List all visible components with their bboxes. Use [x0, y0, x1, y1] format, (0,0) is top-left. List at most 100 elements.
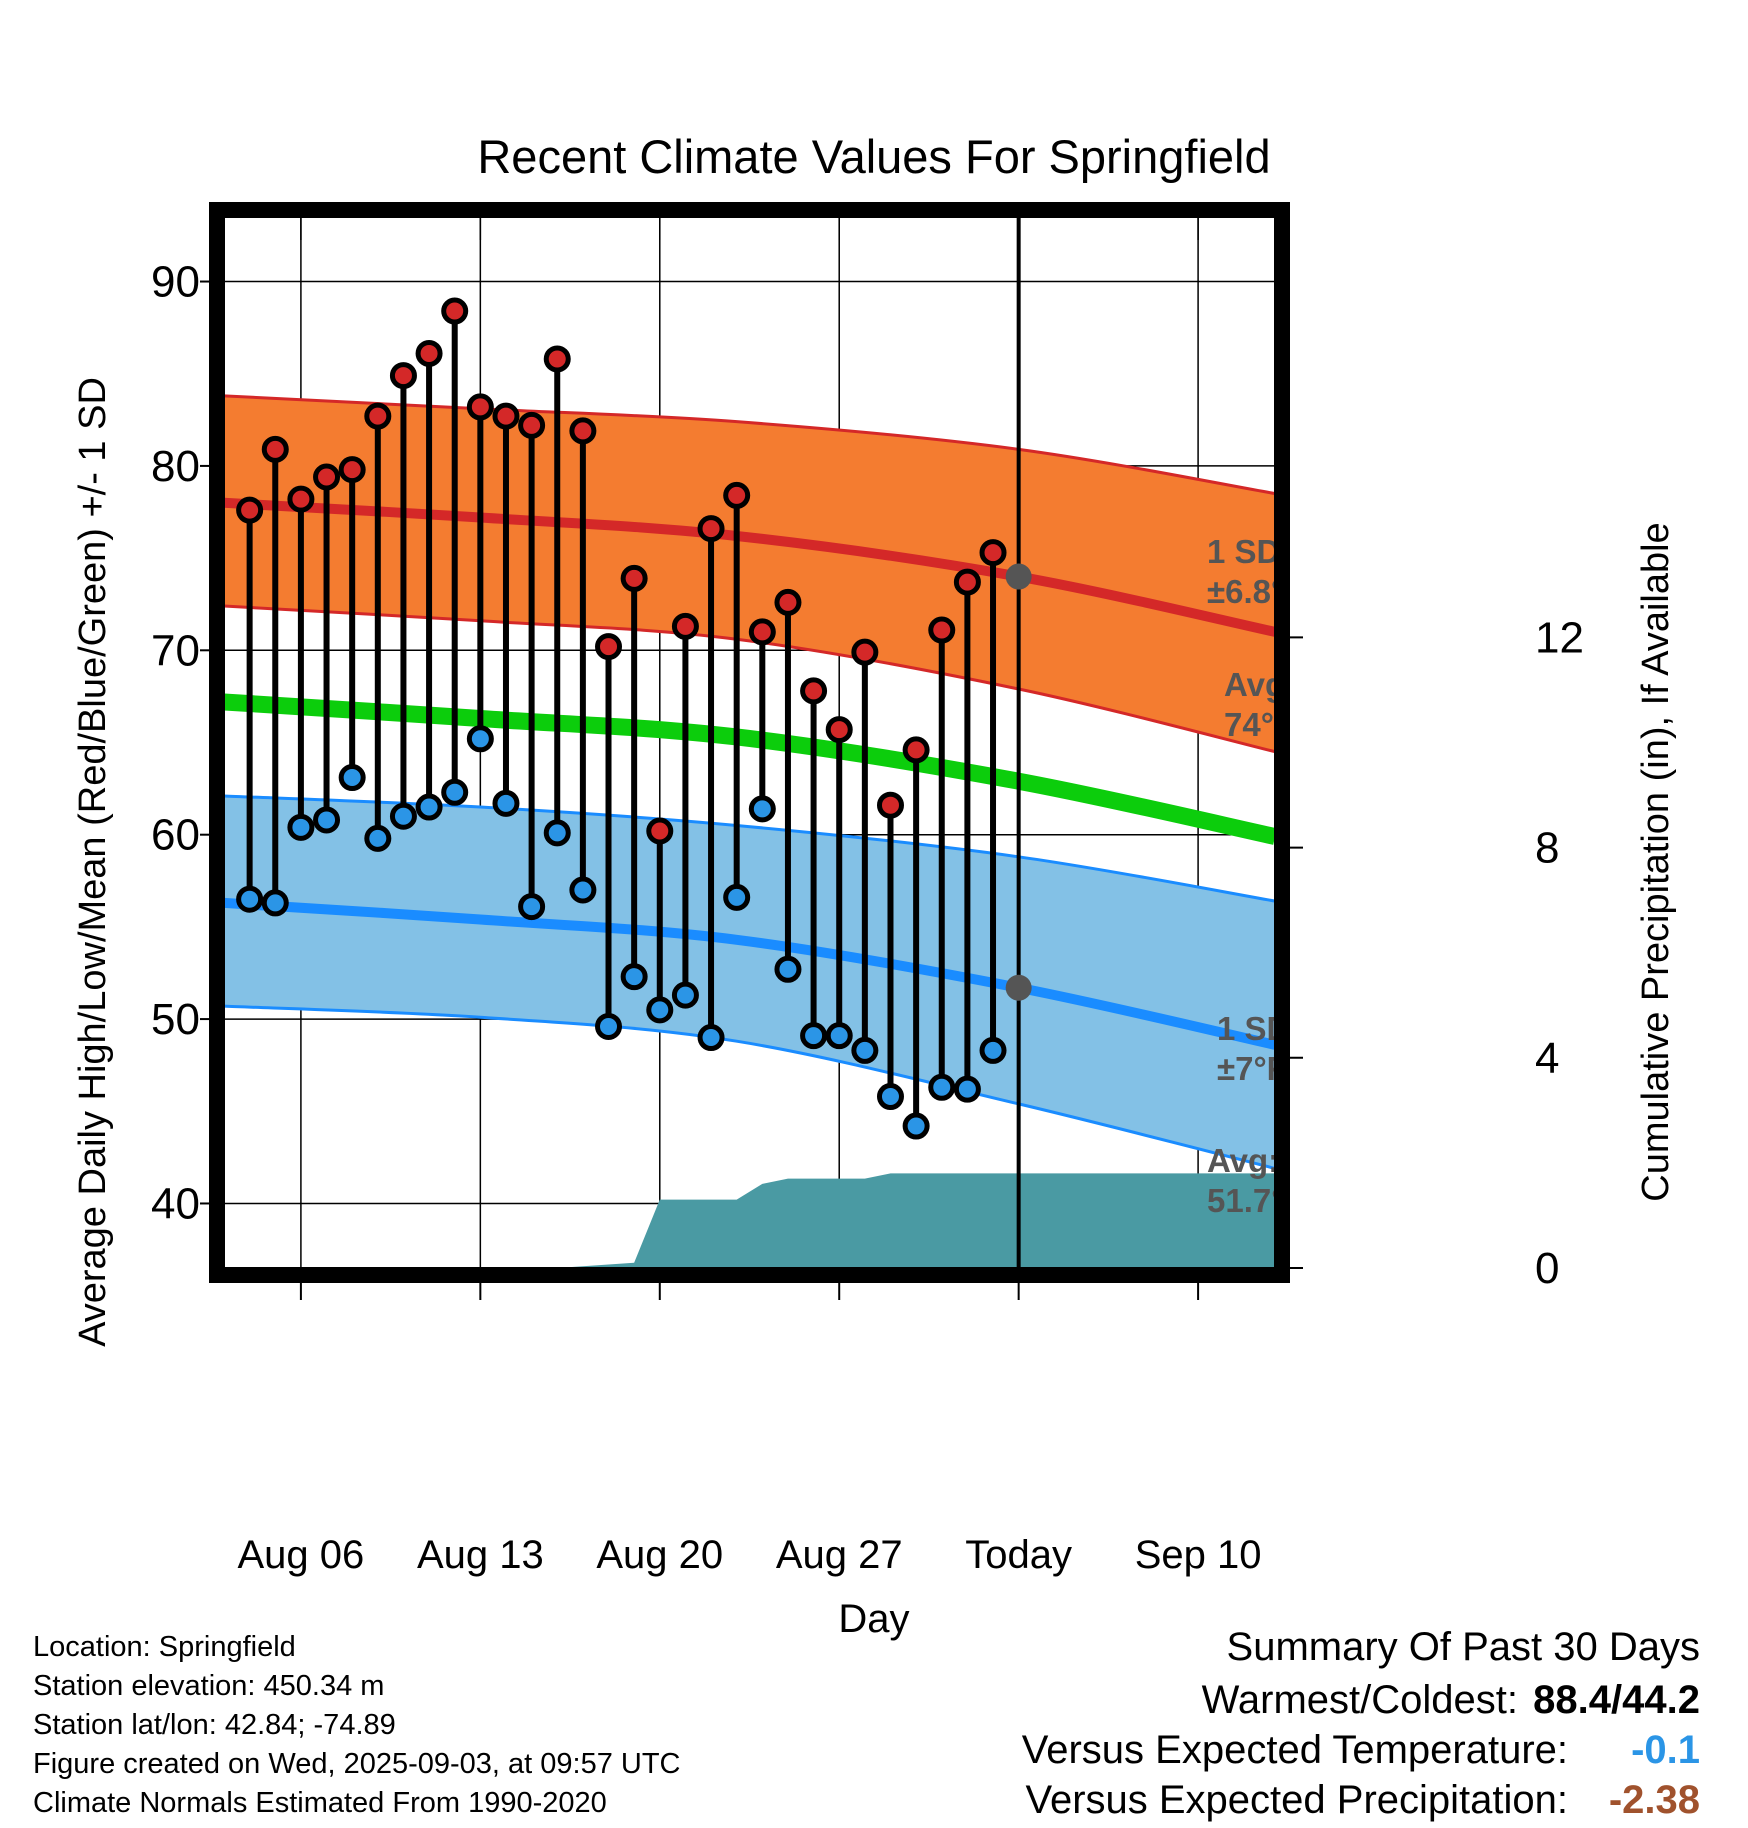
daily-high-point [774, 588, 802, 616]
daily-high-point [825, 716, 853, 744]
normal-high-band-upper-edge [224, 394, 1275, 496]
daily-low-point [492, 789, 520, 817]
daily-high-point [364, 402, 392, 430]
daily-high-point [620, 564, 648, 592]
daily-high-point [415, 339, 443, 367]
daily-high-point [338, 456, 366, 484]
daily-high-point [543, 345, 571, 373]
daily-high-point [441, 297, 469, 325]
precip-value: -2.38 [1608, 1778, 1700, 1822]
today-low-avg-marker [1005, 974, 1032, 1001]
high-avg-label: Avg: [1224, 666, 1296, 703]
normals-text: Climate Normals Estimated From 1990-2020 [33, 1787, 607, 1819]
created-text: Figure created on Wed, 2025-09-03, at 09… [33, 1748, 681, 1780]
x-tick-label: Today [965, 1533, 1072, 1577]
warm-cold-label: Warmest/Coldest: [1201, 1678, 1518, 1722]
temp-value: -0.1 [1631, 1728, 1700, 1772]
low-sd-value: ±7°F [1217, 1050, 1287, 1087]
y2-axis-label: Cumulative Precipitation (in), If Availa… [1635, 522, 1677, 1201]
daily-high-point [569, 417, 597, 445]
daily-low-point [671, 981, 699, 1009]
temp-label: Versus Expected Temperature: [1021, 1728, 1568, 1772]
daily-low-point [851, 1036, 879, 1064]
low-sd-label: 1 SD: [1217, 1010, 1301, 1047]
x-tick-label: Aug 20 [596, 1533, 723, 1577]
normal-high-band [224, 395, 1275, 752]
normal-low-mean-line [224, 897, 1275, 1050]
daily-high-point [800, 677, 828, 705]
y-tick-label: 50 [151, 995, 200, 1044]
daily-high-point [928, 616, 956, 644]
daily-high-point [671, 612, 699, 640]
daily-low-point [287, 813, 315, 841]
low-avg-value: 51.7°F [1207, 1182, 1305, 1219]
x-axis-label: Day [838, 1597, 909, 1641]
high-avg-value: 74°F [1224, 706, 1294, 743]
daily-low-point [261, 889, 289, 917]
precip-label: Versus Expected Precipitation: [1025, 1778, 1568, 1822]
daily-low-point [595, 1012, 623, 1040]
daily-low-point [748, 795, 776, 823]
daily-low-point [466, 725, 494, 753]
daily-high-point [748, 618, 776, 646]
y-axis-label: Average Daily High/Low/Mean (Red/Blue/Gr… [72, 377, 114, 1347]
daily-high-point [953, 568, 981, 596]
daily-high-point [518, 411, 546, 439]
daily-high-point [287, 485, 315, 513]
daily-high-point [236, 496, 264, 524]
daily-low-point [800, 1022, 828, 1050]
daily-low-point [415, 793, 443, 821]
days-label: Days [1202, 1410, 1288, 1451]
normal-low-band-lower-edge [224, 1004, 1275, 1170]
daily-low-point [646, 996, 674, 1024]
daily-high-point [979, 539, 1007, 567]
y2-tick-label: 8 [1535, 824, 1559, 873]
daily-low-point [876, 1083, 904, 1111]
daily-low-point [236, 885, 264, 913]
y-tick-label: 70 [151, 626, 200, 675]
y-tick-label: 80 [151, 442, 200, 491]
daily-low-point [543, 819, 571, 847]
precip-area [224, 1173, 1275, 1268]
y2-tick-label: 4 [1535, 1034, 1559, 1083]
location-text: Location: Springfield [33, 1631, 296, 1663]
low-avg-label: Avg: [1207, 1142, 1279, 1179]
high-sd-label: 1 SD: [1207, 533, 1291, 570]
daily-high-point [389, 362, 417, 390]
today-high-avg-marker [1005, 563, 1032, 590]
plot-frame [209, 202, 1290, 1283]
y2-tick-label: 12 [1535, 613, 1584, 662]
days-count: 30 [1202, 1367, 1242, 1408]
y-tick-label: 60 [151, 811, 200, 860]
daily-low-point [697, 1024, 725, 1052]
daily-low-point [620, 963, 648, 991]
daily-high-point [697, 515, 725, 543]
daily-high-point [851, 638, 879, 666]
x-tick-label: Aug 06 [238, 1533, 365, 1577]
y-tick-label: 90 [151, 258, 200, 307]
daily-high-point [492, 402, 520, 430]
daily-low-point [902, 1112, 930, 1140]
daily-low-point [364, 824, 392, 852]
daily-low-point [928, 1073, 956, 1101]
normal-low-band [224, 795, 1275, 1169]
daily-high-point [723, 481, 751, 509]
x-tick-label: Sep 10 [1135, 1533, 1262, 1577]
elevation-text: Station elevation: 450.34 m [33, 1670, 385, 1702]
y2-tick-label: 0 [1535, 1244, 1559, 1293]
daily-low-point [441, 778, 469, 806]
chart-title: Recent Climate Values For Springfield [477, 130, 1270, 183]
daily-low-point [723, 883, 751, 911]
daily-low-point [774, 955, 802, 983]
daily-low-point [389, 802, 417, 830]
y-tick-label: 40 [151, 1179, 200, 1228]
warm-cold-value: 88.4/44.2 [1533, 1678, 1700, 1722]
daily-high-point [261, 435, 289, 463]
daily-high-point [466, 393, 494, 421]
x-tick-label: Aug 27 [776, 1533, 903, 1577]
daily-low-point [825, 1022, 853, 1050]
high-sd-value: ±6.8°F [1207, 573, 1304, 610]
daily-high-point [595, 633, 623, 661]
x-tick-label: Aug 13 [417, 1533, 544, 1577]
